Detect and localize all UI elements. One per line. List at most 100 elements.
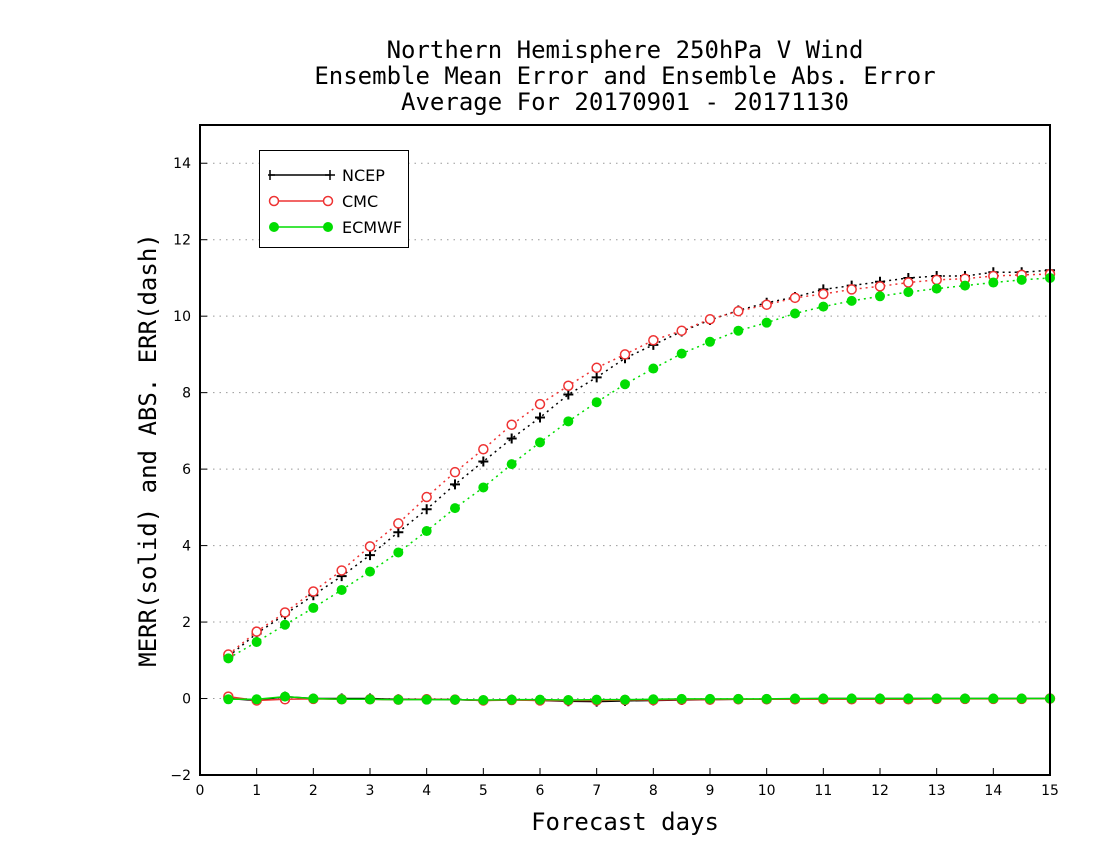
abs-error-point-cmc [308, 586, 319, 597]
y-tick-label: 8 [182, 386, 191, 402]
mean-error-point-ecmwf [846, 693, 857, 704]
legend-item-ncep: NCEP [260, 163, 410, 187]
abs-error-line-cmc [227, 273, 1051, 656]
abs-error-point-cmc [534, 398, 546, 410]
mean-error-point-ecmwf [648, 694, 659, 705]
x-tick-label: 2 [309, 783, 318, 799]
abs-error-point-ncep [365, 550, 375, 561]
y-axis-label: MERR(solid) and ABS. ERR(dash) [134, 233, 162, 667]
abs-error-point-ecmwf [903, 287, 914, 298]
abs-error-point-ecmwf [223, 653, 234, 664]
abs-error-point-ncep [478, 456, 489, 467]
abs-error-point-ecmwf [818, 301, 829, 312]
abs-error-point-cmc [903, 277, 914, 288]
abs-error-point-cmc [874, 281, 886, 292]
x-tick-label: 3 [366, 783, 375, 799]
mean-error-point-ecmwf [591, 694, 602, 705]
mean-error-point-ecmwf [620, 694, 630, 705]
mean-error-point-ecmwf [506, 694, 517, 705]
abs-error-point-ecmwf [931, 283, 942, 294]
x-tick-label: 6 [536, 783, 545, 799]
legend-swatch-cmc [268, 195, 334, 207]
abs-error-point-ecmwf [591, 397, 602, 408]
x-tick-label: 13 [928, 783, 946, 799]
legend-label-ncep: NCEP [342, 166, 385, 185]
abs-error-point-ecmwf [563, 416, 574, 427]
legend-item-ecmwf: ECMWF [260, 215, 410, 239]
x-tick-label: 1 [252, 783, 261, 799]
mean-error-point-ecmwf [365, 694, 375, 705]
abs-error-point-ecmwf [478, 482, 489, 493]
x-axis-label: Forecast days [531, 808, 719, 836]
abs-error-point-cmc [364, 541, 376, 552]
x-tick-label: 0 [196, 783, 205, 799]
mean-error-point-ecmwf [790, 693, 800, 704]
y-tick-label: 14 [173, 156, 191, 172]
mean-error-point-ecmwf [450, 694, 460, 705]
x-tick-label: 12 [871, 783, 889, 799]
abs-error-point-ncep [421, 504, 432, 515]
legend-label-cmc: CMC [342, 192, 379, 211]
abs-error-point-ecmwf [790, 308, 800, 319]
abs-error-point-ncep [450, 479, 460, 490]
mean-error-point-ecmwf [251, 694, 262, 705]
abs-error-point-ecmwf [676, 348, 687, 359]
mean-error-point-ecmwf [393, 694, 404, 705]
x-tick-label: 14 [984, 783, 1002, 799]
abs-error-point-ecmwf [733, 325, 744, 336]
abs-error-point-cmc [789, 292, 801, 304]
x-tick-label: 10 [758, 783, 776, 799]
abs-error-point-ecmwf [648, 363, 659, 374]
x-tick-label: 11 [814, 783, 832, 799]
abs-error-point-cmc [676, 325, 687, 336]
abs-error-point-ncep [563, 389, 574, 400]
abs-error-point-ecmwf [1016, 274, 1027, 285]
legend-swatch-ncep [268, 170, 335, 180]
series-ncep [223, 265, 1055, 707]
mean-error-point-ecmwf [223, 694, 234, 705]
y-tick-label: 4 [182, 539, 191, 555]
abs-error-point-cmc [563, 380, 574, 392]
gridlines [200, 162, 1050, 776]
abs-error-point-ecmwf [308, 602, 319, 613]
legend: NCEP CMC ECMWF [259, 150, 409, 248]
abs-error-point-cmc [818, 288, 829, 300]
abs-error-point-ecmwf [450, 503, 460, 514]
abs-error-point-ecmwf [846, 295, 857, 306]
abs-error-point-cmc [761, 299, 772, 310]
abs-error-point-cmc [478, 443, 489, 455]
abs-error-point-cmc [421, 491, 432, 503]
mean-error-point-ecmwf [733, 693, 744, 704]
legend-label-ecmwf: ECMWF [342, 218, 403, 237]
abs-error-point-ncep [506, 433, 517, 444]
mean-error-point-ecmwf [931, 693, 942, 704]
series-ecmwf [223, 272, 1055, 706]
abs-error-point-ecmwf [365, 566, 375, 577]
x-tick-label: 15 [1041, 783, 1059, 799]
y-tick-label: −2 [170, 768, 191, 784]
y-tick-label: 2 [182, 615, 191, 631]
abs-error-point-ecmwf [280, 619, 290, 630]
abs-error-point-ecmwf [506, 459, 517, 470]
abs-error-point-ecmwf [705, 336, 715, 347]
abs-error-point-ncep [393, 527, 404, 538]
x-tick-label: 5 [479, 783, 488, 799]
legend-item-cmc: CMC [260, 189, 410, 213]
y-tick-label: 10 [173, 309, 191, 325]
y-tick-label: 12 [173, 233, 191, 249]
mean-error-point-ecmwf [903, 693, 914, 704]
abs-error-point-ecmwf [336, 584, 347, 595]
mean-error-point-ecmwf [563, 695, 574, 706]
abs-error-point-ecmwf [960, 280, 970, 291]
mean-error-point-ecmwf [421, 694, 432, 705]
mean-error-point-ecmwf [336, 694, 347, 705]
mean-error-point-ecmwf [478, 695, 489, 706]
abs-error-point-ecmwf [988, 277, 999, 288]
y-tick-label: 0 [182, 692, 191, 708]
mean-error-point-ecmwf [960, 693, 970, 704]
legend-swatch-ecmwf [269, 222, 333, 232]
abs-error-point-cmc [449, 466, 461, 478]
mean-error-point-ecmwf [1016, 693, 1027, 704]
chart-title-line-3: Average For 20170901 - 20171130 [401, 88, 849, 116]
